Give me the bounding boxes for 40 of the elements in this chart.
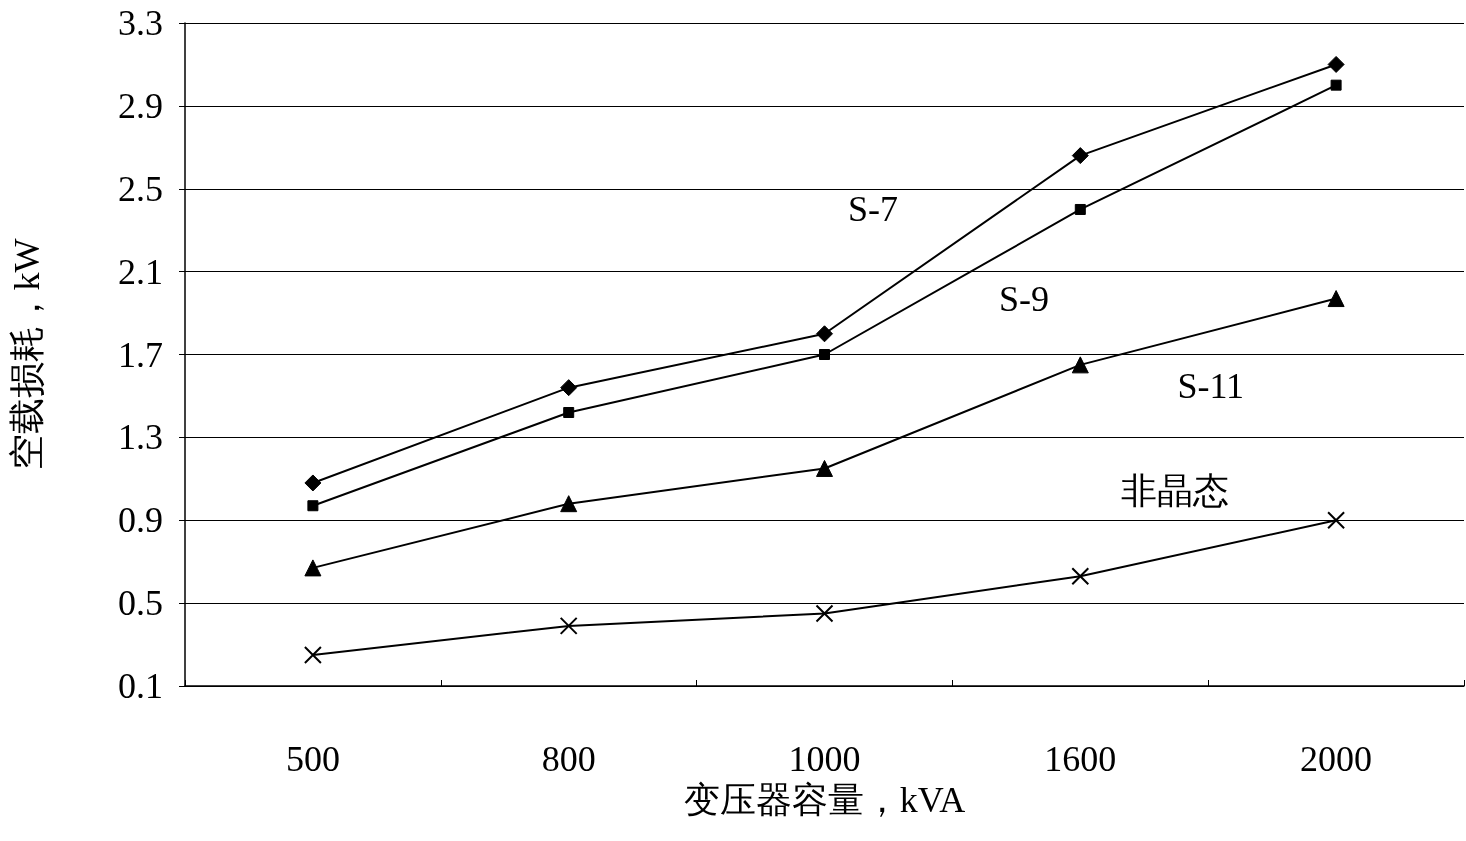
point xyxy=(304,559,322,577)
y-tick-label: 3.3 xyxy=(118,3,163,43)
y-tick-label: 0.9 xyxy=(118,500,163,541)
x-tick-label: 2000 xyxy=(1300,739,1373,779)
point xyxy=(303,645,322,664)
point xyxy=(304,474,322,492)
x-tick-label: 500 xyxy=(285,739,340,779)
point xyxy=(560,495,578,513)
y-tick-label: 1.3 xyxy=(118,417,163,458)
series-label: 非晶态 xyxy=(1120,471,1229,512)
y-tick-label: 2.1 xyxy=(118,251,163,292)
y-tick-label: 2.9 xyxy=(118,85,163,126)
point xyxy=(559,616,578,635)
y-tick-label: 0.1 xyxy=(118,666,163,706)
point xyxy=(1071,147,1089,165)
point xyxy=(1330,79,1342,91)
point xyxy=(1071,356,1089,374)
point xyxy=(1327,290,1345,308)
y-tick-label: 1.7 xyxy=(118,334,163,375)
x-tick-label: 1000 xyxy=(788,739,861,779)
point xyxy=(1327,511,1346,530)
point xyxy=(563,407,575,419)
point xyxy=(815,604,834,623)
point xyxy=(816,325,833,343)
x-axis-title: 变压器容量，kVA xyxy=(683,779,966,820)
point xyxy=(1074,203,1086,215)
point xyxy=(1327,55,1345,73)
x-tick-label: 800 xyxy=(541,739,596,779)
point xyxy=(1071,567,1090,586)
y-tick-label: 0.5 xyxy=(118,583,163,624)
y-axis-title: 空载损耗，kW xyxy=(7,238,47,471)
x-tick-label: 1600 xyxy=(1044,739,1117,779)
series-label: S-9 xyxy=(999,278,1050,319)
series-label: S-7 xyxy=(848,189,899,230)
point xyxy=(307,500,319,512)
series-label: S-11 xyxy=(1177,365,1245,406)
point xyxy=(560,379,578,397)
y-tick-label: 2.5 xyxy=(118,168,163,209)
point xyxy=(819,349,830,360)
point xyxy=(816,459,833,477)
